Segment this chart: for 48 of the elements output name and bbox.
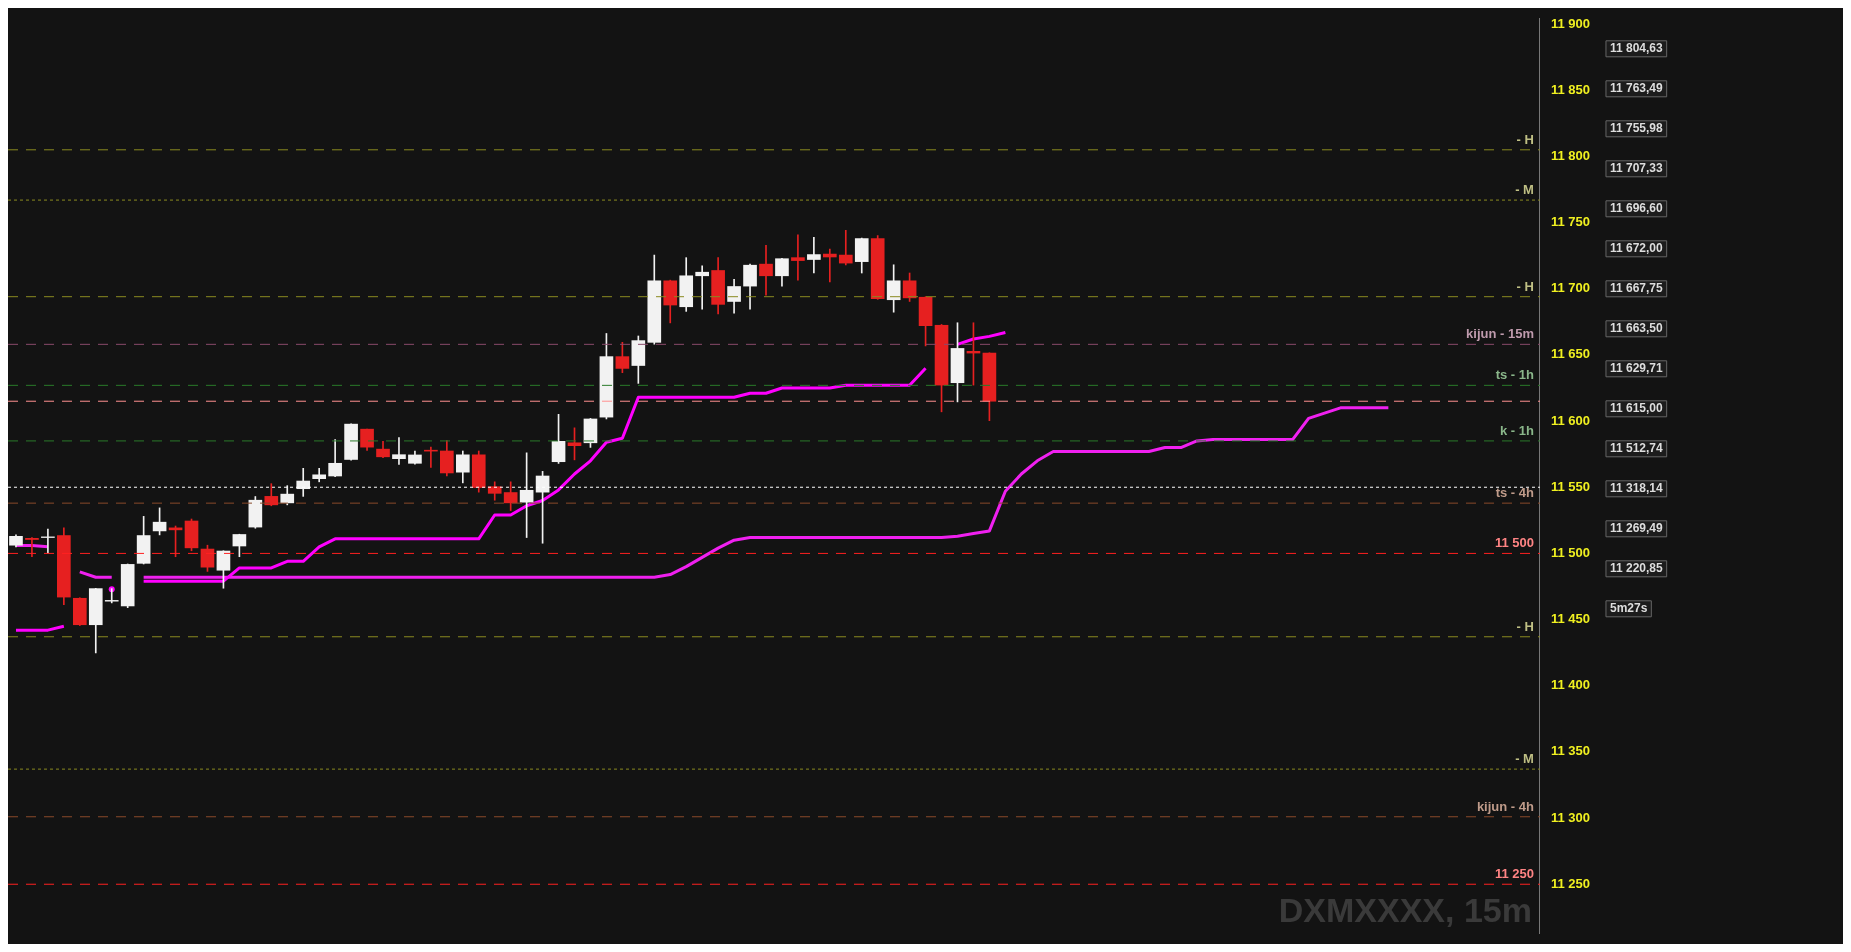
y-tick-label: 11 700 xyxy=(1550,280,1590,296)
ref-line-label: - H xyxy=(1516,278,1534,294)
ref-line-label: kijun - 15m xyxy=(1466,326,1534,342)
candlestick xyxy=(791,234,805,281)
text: 11 318,14 xyxy=(1609,481,1663,496)
ref-line-label: - M xyxy=(1515,751,1534,767)
y-tick-label: 11 900 xyxy=(1550,15,1590,31)
text: 11 696,60 xyxy=(1609,201,1663,216)
candlestick xyxy=(392,437,406,465)
text: 11 663,50 xyxy=(1609,321,1663,336)
text: 11 707,33 xyxy=(1609,161,1663,176)
y-tick-label: 11 300 xyxy=(1550,809,1590,825)
text: 5m27s xyxy=(1609,601,1648,616)
y-tick-label: 11 250 xyxy=(1550,875,1590,891)
ref-line-label: ts - 4h xyxy=(1495,485,1534,501)
candlestick xyxy=(838,229,853,266)
y-tick-label: 11 550 xyxy=(1550,478,1590,494)
candlestick xyxy=(759,244,773,296)
text: 11 512,74 xyxy=(1609,441,1663,456)
y-tick-label: 11 600 xyxy=(1550,412,1590,428)
ref-line-label: - H xyxy=(1516,618,1534,634)
text: 11 629,71 xyxy=(1609,361,1663,376)
y-tick-label: 11 800 xyxy=(1550,148,1590,163)
ref-line-label: 11 250 xyxy=(1494,866,1534,882)
text: 11 763,49 xyxy=(1609,81,1663,96)
text: 11 615,00 xyxy=(1609,401,1663,416)
candlestick xyxy=(695,265,709,310)
ref-line-label: ts - 1h xyxy=(1495,367,1534,383)
text: 11 755,98 xyxy=(1609,121,1663,136)
ref-line-label: - H xyxy=(1516,131,1534,147)
candlestick xyxy=(25,537,39,558)
ref-line-label: k - 1h xyxy=(1499,423,1534,439)
text: 11 269,49 xyxy=(1609,521,1663,536)
text: 11 672,00 xyxy=(1609,241,1663,256)
text: 11 804,63 xyxy=(1609,41,1663,56)
ref-line-label: kijun - 4h xyxy=(1476,798,1535,814)
y-tick-label: 11 750 xyxy=(1550,214,1590,230)
text: 11 667,75 xyxy=(1609,281,1663,296)
y-tick-label: 11 850 xyxy=(1550,81,1590,97)
y-tick-label: 11 650 xyxy=(1550,346,1590,362)
y-tick-label: 11 500 xyxy=(1550,544,1590,560)
text: 11 220,85 xyxy=(1609,561,1663,576)
y-tick-label: 11 350 xyxy=(1550,743,1590,759)
y-tick-label: 11 450 xyxy=(1550,611,1590,627)
ref-line-label: - M xyxy=(1515,182,1534,198)
y-tick-label: 11 400 xyxy=(1550,677,1590,693)
ref-line-label: 11 500 xyxy=(1494,535,1534,551)
candlestick xyxy=(807,237,821,274)
